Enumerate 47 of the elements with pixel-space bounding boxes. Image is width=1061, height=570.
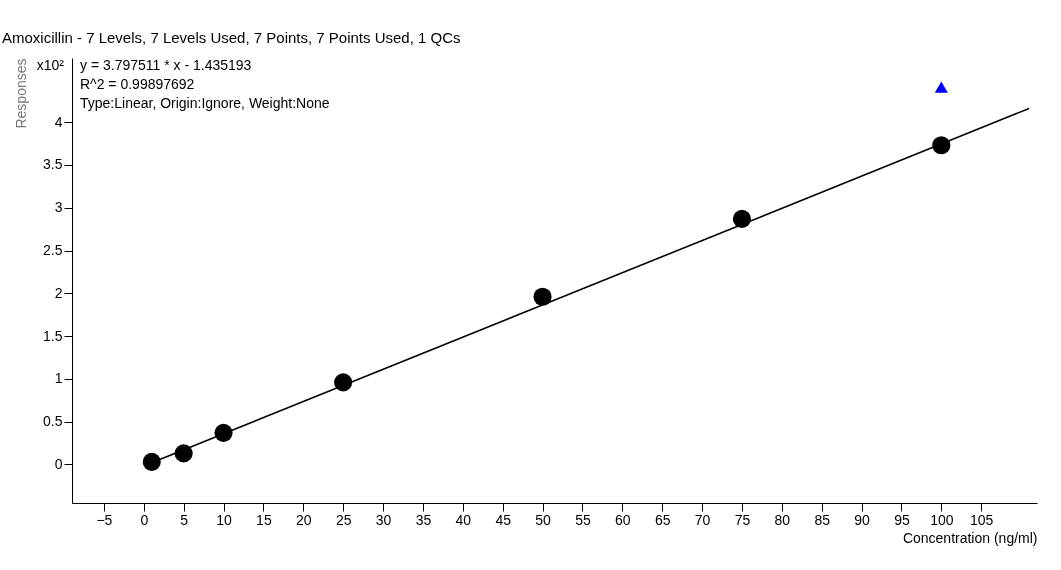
x-tick-label: 55 xyxy=(575,511,591,528)
y-tick-label: 3 xyxy=(54,199,63,216)
point xyxy=(214,423,233,442)
x-tick-label: 95 xyxy=(894,511,910,528)
y-tick-label: 2.5 xyxy=(43,242,63,259)
x-tick-label: 50 xyxy=(535,511,552,528)
x-tick-label: 35 xyxy=(415,511,432,528)
x-tick-label: 65 xyxy=(654,511,671,528)
point xyxy=(174,444,193,463)
x-tick-label: 85 xyxy=(814,511,831,528)
x-tick-label: 60 xyxy=(615,511,631,528)
point xyxy=(932,136,951,155)
x-tick-label: 15 xyxy=(256,511,272,528)
y-axis-title: Responses xyxy=(13,58,30,129)
annotation: R^2 = 0.99897692 xyxy=(80,76,195,92)
annotation: Type:Linear, Origin:Ignore, Weight:None xyxy=(80,95,330,111)
x-tick-label: 105 xyxy=(969,511,994,528)
x-tick-label: 40 xyxy=(455,511,472,528)
point xyxy=(533,287,552,306)
y-tick-label: 4 xyxy=(54,113,63,130)
y-tick-label: 0 xyxy=(54,455,63,472)
y-tick-label: 2 xyxy=(54,284,63,301)
x-tick-label: 5 xyxy=(180,511,189,528)
annotation: y = 3.797511 * x - 1.435193 xyxy=(80,57,252,73)
y-tick-label: 1 xyxy=(54,370,63,387)
x-tick-label: 0 xyxy=(140,511,149,528)
x-tick-label: 100 xyxy=(930,511,954,528)
point xyxy=(334,373,353,392)
x-tick-label: 30 xyxy=(375,511,392,528)
x-axis-title: Concentration (ng/ml) xyxy=(902,529,1038,546)
text: x10² xyxy=(36,57,65,73)
x-tick-label: 20 xyxy=(295,511,312,528)
point xyxy=(142,452,161,471)
chart-title: Amoxicillin - 7 Levels, 7 Levels Used, 7 Points, 7 Points Used, 1 QCs xyxy=(2,29,461,46)
y-tick-label: 1.5 xyxy=(43,327,63,344)
x-tick-label: 75 xyxy=(734,511,751,528)
x-tick-label: 90 xyxy=(854,511,871,528)
point xyxy=(732,209,751,228)
x-tick-label: 25 xyxy=(335,511,352,528)
y-tick-label: 0.5 xyxy=(43,413,63,430)
y-tick-label: 3.5 xyxy=(43,156,63,173)
point xyxy=(934,81,948,93)
x-tick-label: −5 xyxy=(96,511,113,528)
x-tick-label: 80 xyxy=(774,511,791,528)
x-tick-label: 45 xyxy=(495,511,512,528)
x-tick-label: 10 xyxy=(216,511,233,528)
x-tick-label: 70 xyxy=(694,511,711,528)
